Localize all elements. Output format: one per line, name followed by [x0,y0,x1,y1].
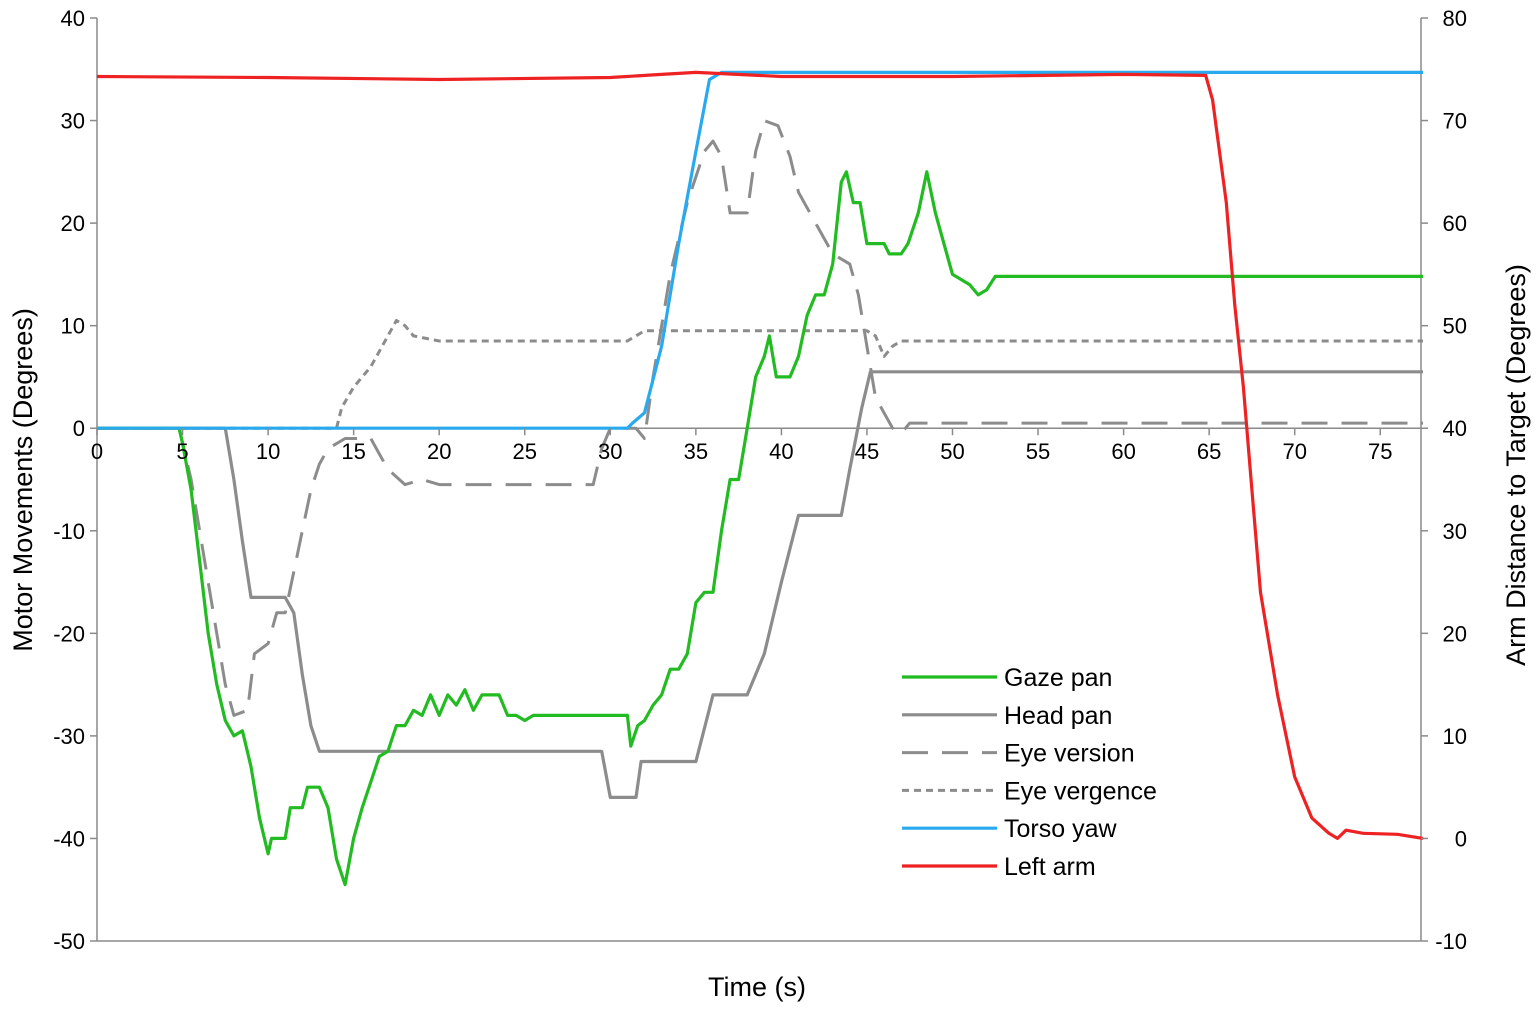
x-tick-label: 15 [341,439,365,464]
series-layer [96,70,1424,887]
series-line-torso-yaw [97,70,1423,430]
y-left-tick-label: -10 [53,519,85,544]
y-right-tick-label: -10 [1435,929,1467,954]
y-left-tick-label: -50 [53,929,85,954]
series-line-left-arm [96,70,1424,841]
x-axis-title: Time (s) [708,972,806,1002]
legend-label: Left arm [1004,853,1096,881]
x-tick-label: 10 [256,439,280,464]
y-axis-left-title: Motor Movements (Degrees) [8,308,38,652]
legend-label: Eye version [1004,740,1135,768]
x-tick-label: 50 [940,439,964,464]
legend-label: Torso yaw [1004,815,1117,843]
x-tick-label: 0 [91,439,103,464]
legend: Gaze pan Head pan Eye version Eye vergence T… [902,664,1157,881]
y-left-tick-label: -30 [53,724,85,749]
y-left-tick-label: 10 [61,314,85,339]
series-line-eye-version [97,119,1423,717]
y-left-tick-label: -40 [53,826,85,851]
y-left-tick-label: 30 [61,109,85,134]
x-tick-label: 60 [1111,439,1135,464]
x-tick-label: 5 [176,439,188,464]
y-left-tick-label: 20 [61,211,85,236]
y-right-tick-label: 70 [1443,109,1467,134]
y-right-tick-label: 30 [1443,519,1467,544]
legend-label: Eye vergence [1004,777,1157,805]
x-tick-label: 20 [427,439,451,464]
x-tick-label: 35 [684,439,708,464]
series-line-head-pan [97,370,1423,800]
y-right-tick-label: 50 [1443,314,1467,339]
y-right-tick-label: 20 [1443,621,1467,646]
series-line-gaze-pan [97,170,1423,887]
x-tick-label: 75 [1368,439,1392,464]
y-right-tick-label: 0 [1455,826,1467,851]
y-right-tick-label: 40 [1443,416,1467,441]
y-right-tick-label: 60 [1443,211,1467,236]
plot-area [96,18,1422,942]
legend-label: Gaze pan [1004,664,1112,692]
x-tick-label: 25 [513,439,537,464]
y-left-tick-label: -20 [53,621,85,646]
legend-label: Head pan [1004,702,1112,730]
ticks-layer: 0 5 10 15 20 25 30 35 40 45 50 55 60 65 70 75 40 30 20 10 0 -… [53,6,1467,954]
x-tick-label: 30 [598,439,622,464]
series-line-eye-vergence [97,319,1423,430]
y-left-tick-label: 40 [61,6,85,31]
y-right-tick-label: 80 [1443,6,1467,31]
y-right-tick-label: 10 [1443,724,1467,749]
y-axis-right-title: Arm Distance to Target (Degrees) [1501,264,1531,666]
x-tick-label: 40 [769,439,793,464]
x-tick-label: 55 [1026,439,1050,464]
y-left-tick-label: 0 [73,416,85,441]
x-tick-label: 65 [1197,439,1221,464]
x-tick-label: 45 [855,439,879,464]
x-tick-label: 70 [1282,439,1306,464]
